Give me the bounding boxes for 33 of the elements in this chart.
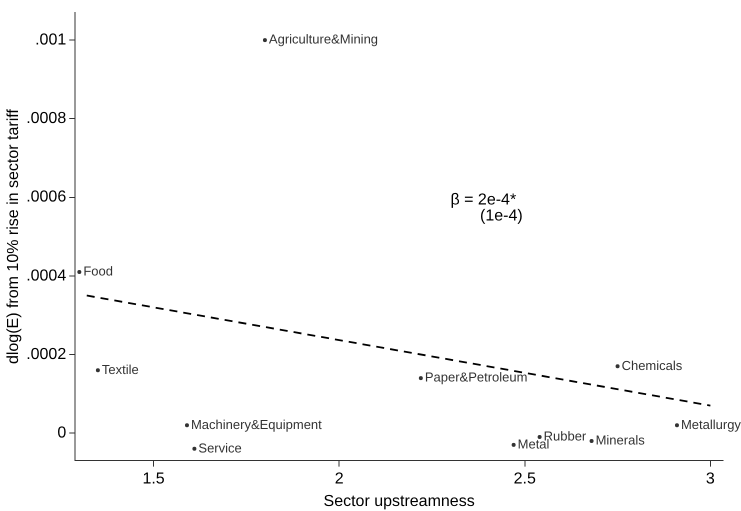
point: [418, 376, 423, 380]
point: [590, 438, 594, 443]
y-axis-title: dlog(E) from 10% rise in sector tariff: [5, 108, 22, 364]
series-label: Minerals: [596, 432, 646, 448]
point: [184, 423, 189, 428]
series-label: Metallurgy: [680, 416, 741, 432]
x-tick-label: 2: [334, 470, 344, 488]
series-label: Machinery&Equipment: [190, 416, 322, 432]
x-tick-label: 3: [706, 470, 715, 488]
point: [192, 446, 196, 451]
series-label: Textile: [102, 362, 139, 377]
point: [512, 442, 516, 447]
point: [77, 270, 82, 274]
y-tick-label: .0002: [26, 346, 66, 363]
x-tick-label: 1.5: [142, 470, 165, 488]
y-tick-label: .0008: [26, 110, 66, 128]
annotation: (1e-4): [480, 207, 523, 224]
y-tick-label: .0004: [26, 267, 66, 284]
series-label: Agriculture&Mining: [268, 32, 378, 47]
y-tick-label: 0: [57, 424, 66, 442]
series-label: Chemicals: [622, 358, 683, 373]
x-tick-label: 2.5: [514, 470, 536, 488]
series-label: Paper&Petroleum: [424, 370, 528, 385]
series-label: Food: [83, 264, 113, 279]
point: [262, 38, 267, 42]
annotation: β = 2e-4*: [450, 191, 516, 208]
point: [616, 364, 620, 368]
point: [674, 423, 679, 428]
y-tick-label: .0006: [26, 188, 66, 206]
x-axis-title: Sector upstreamness: [324, 492, 475, 510]
y-tick-label: .001: [35, 32, 66, 49]
point: [96, 368, 100, 372]
series-label: Service: [198, 440, 242, 456]
